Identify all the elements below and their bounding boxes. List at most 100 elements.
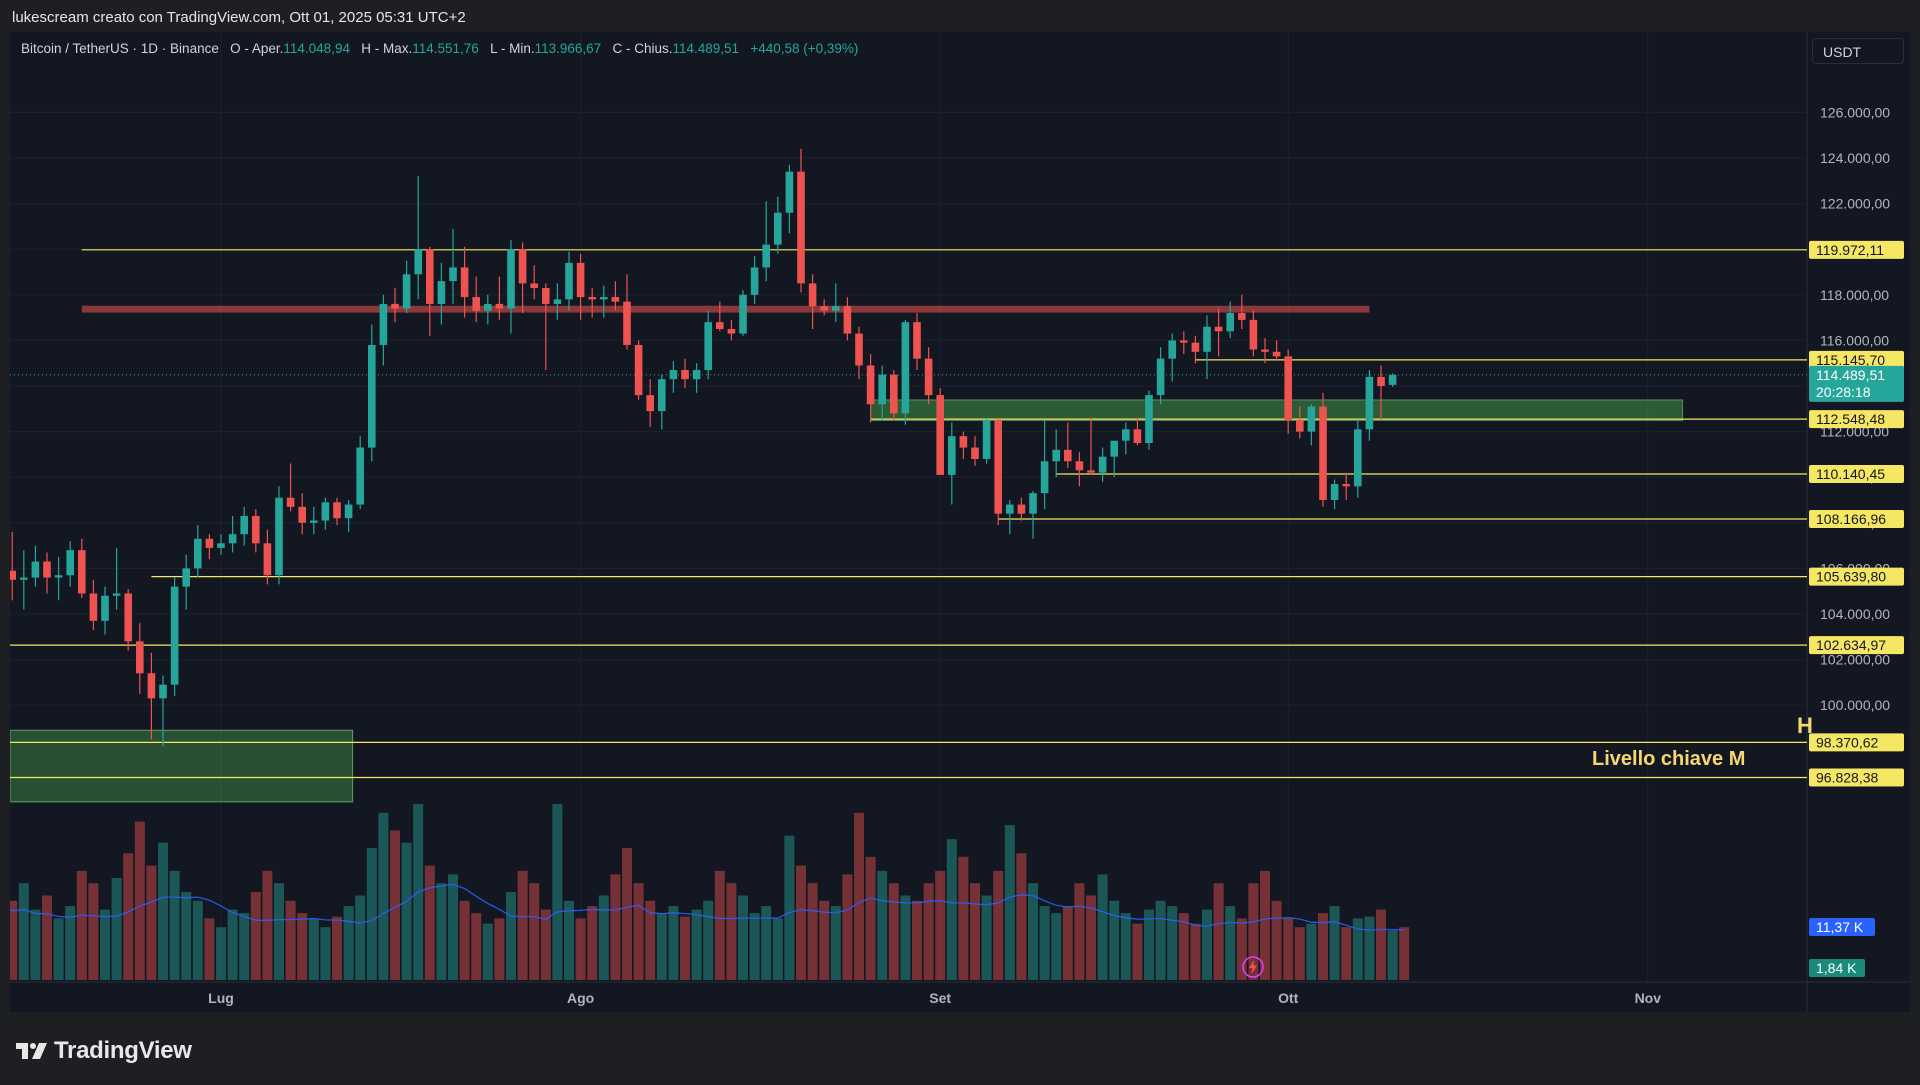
candle-body[interactable] bbox=[1191, 342, 1200, 352]
candle-body[interactable] bbox=[948, 436, 956, 475]
candle-body[interactable] bbox=[669, 370, 678, 380]
candle-body[interactable] bbox=[170, 586, 179, 685]
level-price-tag[interactable] bbox=[1809, 464, 1904, 483]
candle-body[interactable] bbox=[495, 303, 504, 309]
candle-body[interactable] bbox=[437, 281, 446, 304]
accumulation-zone[interactable] bbox=[10, 729, 354, 803]
candle-body[interactable] bbox=[1354, 429, 1362, 487]
candle-body[interactable] bbox=[716, 322, 724, 329]
chart-panel[interactable]: 100.000,00102.000,00104.000,00106.000,00… bbox=[10, 32, 1910, 1012]
candle-body[interactable] bbox=[1087, 470, 1095, 473]
candle-body[interactable] bbox=[20, 577, 28, 580]
candle-body[interactable] bbox=[10, 570, 16, 580]
price-chart[interactable]: 100.000,00102.000,00104.000,00106.000,00… bbox=[10, 32, 1910, 1012]
candle-body[interactable] bbox=[820, 306, 828, 311]
candle-body[interactable] bbox=[1388, 374, 1397, 385]
currency-selector[interactable]: USDT bbox=[1812, 38, 1904, 64]
candle-body[interactable] bbox=[344, 504, 353, 519]
level-price-tag[interactable] bbox=[1809, 240, 1904, 259]
candle-body[interactable] bbox=[739, 294, 747, 334]
candle-body[interactable] bbox=[1098, 456, 1107, 473]
candle-body[interactable] bbox=[542, 287, 550, 304]
candle-body[interactable] bbox=[298, 506, 306, 523]
candle-body[interactable] bbox=[1006, 504, 1014, 514]
candle-body[interactable] bbox=[890, 374, 898, 414]
candle-body[interactable] bbox=[286, 497, 295, 507]
candle-body[interactable] bbox=[750, 267, 759, 295]
candle-body[interactable] bbox=[1180, 340, 1188, 343]
candle-body[interactable] bbox=[43, 561, 51, 578]
candle-body[interactable] bbox=[1075, 461, 1084, 471]
candle-body[interactable] bbox=[182, 568, 190, 587]
candle-body[interactable] bbox=[1319, 406, 1327, 500]
candle-body[interactable] bbox=[66, 550, 74, 576]
candle-body[interactable] bbox=[1133, 429, 1142, 443]
candle-body[interactable] bbox=[530, 283, 538, 288]
candle-body[interactable] bbox=[646, 395, 654, 412]
candle-body[interactable] bbox=[356, 447, 364, 505]
candle-body[interactable] bbox=[843, 306, 852, 334]
symbol-label[interactable]: Bitcoin / TetherUS · 1D · Binance bbox=[21, 41, 219, 56]
level-price-tag[interactable] bbox=[1809, 733, 1904, 752]
candle-body[interactable] bbox=[240, 515, 248, 535]
candle-body[interactable] bbox=[1296, 420, 1304, 432]
candle-body[interactable] bbox=[1272, 351, 1281, 357]
candle-body[interactable] bbox=[379, 303, 388, 345]
candle-body[interactable] bbox=[982, 420, 991, 459]
candle-body[interactable] bbox=[600, 297, 608, 300]
candle-body[interactable] bbox=[518, 249, 527, 284]
candle-body[interactable] bbox=[333, 502, 341, 519]
candle-body[interactable] bbox=[205, 538, 214, 548]
candle-body[interactable] bbox=[1064, 449, 1072, 462]
candle-body[interactable] bbox=[704, 322, 712, 371]
level-price-tag[interactable] bbox=[1809, 410, 1904, 429]
candle-body[interactable] bbox=[1261, 349, 1269, 352]
candle-body[interactable] bbox=[391, 303, 399, 309]
candle-body[interactable] bbox=[402, 274, 411, 309]
candle-body[interactable] bbox=[576, 262, 585, 298]
candle-body[interactable] bbox=[1214, 326, 1223, 332]
candle-body[interactable] bbox=[1284, 356, 1292, 421]
candle-body[interactable] bbox=[101, 595, 109, 621]
candle-body[interactable] bbox=[1040, 461, 1049, 494]
candle-body[interactable] bbox=[472, 297, 480, 311]
lightning-icon[interactable] bbox=[1241, 955, 1265, 979]
candle-body[interactable] bbox=[808, 283, 817, 307]
candle-body[interactable] bbox=[1342, 484, 1350, 487]
candle-body[interactable] bbox=[936, 395, 944, 475]
candle-body[interactable] bbox=[507, 249, 515, 309]
candle-body[interactable] bbox=[321, 502, 330, 521]
candle-body[interactable] bbox=[878, 374, 886, 405]
candle-body[interactable] bbox=[228, 534, 237, 544]
candle-body[interactable] bbox=[1110, 440, 1118, 457]
candle-body[interactable] bbox=[971, 447, 979, 459]
candle-body[interactable] bbox=[217, 543, 225, 548]
candle-body[interactable] bbox=[460, 267, 469, 298]
candle-body[interactable] bbox=[1226, 313, 1234, 332]
candle-body[interactable] bbox=[31, 561, 40, 578]
support-zone[interactable] bbox=[870, 399, 1684, 421]
level-price-tag[interactable] bbox=[1809, 636, 1904, 655]
candle-body[interactable] bbox=[78, 550, 86, 594]
candle-body[interactable] bbox=[797, 171, 805, 284]
candle-body[interactable] bbox=[124, 593, 132, 642]
candle-body[interactable] bbox=[1238, 313, 1246, 320]
candle-body[interactable] bbox=[959, 436, 968, 448]
candle-body[interactable] bbox=[855, 333, 863, 366]
candle-body[interactable] bbox=[1203, 326, 1211, 352]
candle-body[interactable] bbox=[658, 379, 666, 412]
candle-body[interactable] bbox=[832, 306, 840, 311]
level-price-tag[interactable] bbox=[1809, 567, 1904, 586]
level-price-tag[interactable] bbox=[1809, 509, 1904, 528]
candle-body[interactable] bbox=[1330, 484, 1339, 500]
candle-body[interactable] bbox=[1156, 358, 1165, 396]
last-price-tag[interactable] bbox=[1809, 365, 1904, 402]
candle-body[interactable] bbox=[414, 249, 422, 275]
candle-body[interactable] bbox=[565, 262, 573, 300]
candle-body[interactable] bbox=[310, 520, 318, 523]
candle-body[interactable] bbox=[727, 329, 736, 334]
candle-body[interactable] bbox=[924, 358, 933, 396]
candle-body[interactable] bbox=[1145, 395, 1153, 443]
candle-body[interactable] bbox=[147, 673, 156, 699]
candle-body[interactable] bbox=[762, 244, 770, 268]
